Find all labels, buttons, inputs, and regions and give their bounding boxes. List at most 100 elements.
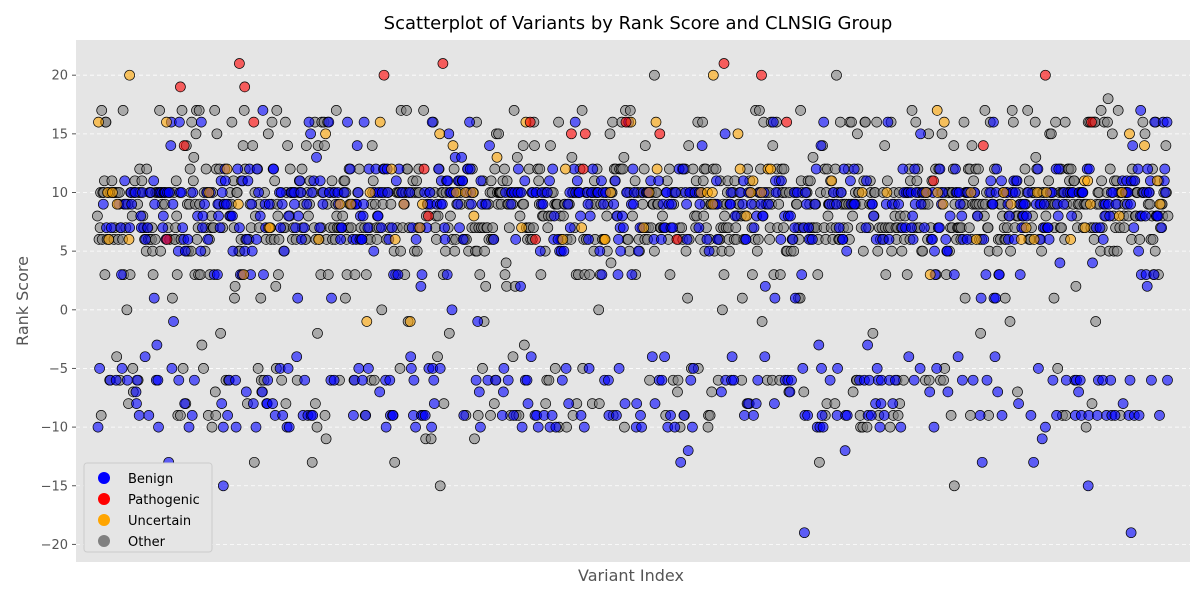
data-point <box>188 151 200 163</box>
data-point <box>96 105 108 116</box>
data-point <box>627 163 639 175</box>
data-point <box>106 175 118 187</box>
data-point <box>339 175 351 187</box>
data-point <box>292 292 304 304</box>
y-axis-ticks: −20 −15 −10 −5 0 5 10 15 20 <box>41 69 76 553</box>
data-point <box>936 128 948 140</box>
data-point <box>335 234 346 245</box>
data-point <box>154 105 165 116</box>
data-point <box>248 116 260 128</box>
data-point <box>238 105 250 116</box>
data-point <box>1154 410 1165 421</box>
data-point <box>177 222 188 234</box>
data-point <box>856 187 868 198</box>
data-point <box>197 222 208 234</box>
data-point <box>199 198 210 210</box>
data-point <box>569 116 581 128</box>
data-point <box>959 292 971 304</box>
data-point <box>633 245 644 257</box>
data-point <box>1082 480 1094 492</box>
data-point <box>892 410 904 421</box>
data-point <box>277 410 289 421</box>
data-point <box>609 175 621 187</box>
data-point <box>547 163 559 175</box>
data-point <box>404 187 416 198</box>
data-point <box>631 398 643 409</box>
data-point <box>1040 210 1052 222</box>
data-point <box>161 234 173 245</box>
data-point <box>748 410 759 421</box>
data-point <box>628 187 640 198</box>
data-point <box>862 339 873 351</box>
data-point <box>765 163 776 175</box>
data-point <box>990 292 1001 304</box>
data-point <box>1162 374 1173 386</box>
data-point <box>1083 163 1095 175</box>
data-point <box>323 116 335 128</box>
data-point <box>938 116 950 128</box>
data-point <box>390 175 402 187</box>
data-point <box>903 351 915 363</box>
data-point <box>424 187 436 198</box>
data-point <box>230 374 241 386</box>
data-point <box>411 175 422 187</box>
data-point <box>734 163 746 175</box>
data-point <box>576 222 587 234</box>
data-point <box>119 175 131 187</box>
data-point <box>182 234 194 245</box>
data-point <box>491 151 503 163</box>
data-point <box>450 187 462 198</box>
data-point <box>1005 245 1016 257</box>
data-point <box>220 175 231 187</box>
chart-title: Scatterplot of Variants by Rank Score an… <box>384 13 893 34</box>
data-point <box>1151 175 1163 187</box>
data-point <box>187 175 199 187</box>
data-point <box>280 398 292 409</box>
data-point <box>879 140 891 151</box>
data-point <box>788 245 800 257</box>
data-point <box>351 140 363 151</box>
data-point <box>533 175 545 187</box>
data-point <box>360 269 372 280</box>
data-point <box>1056 222 1067 234</box>
data-point <box>1149 245 1161 257</box>
data-point <box>1066 210 1077 222</box>
data-point <box>167 198 179 210</box>
data-point <box>303 116 315 128</box>
data-point <box>161 116 172 128</box>
data-point <box>697 175 709 187</box>
data-point <box>1015 234 1027 245</box>
data-point <box>875 398 887 409</box>
data-point <box>651 163 663 175</box>
data-point <box>593 398 605 409</box>
data-point <box>1011 175 1023 187</box>
data-point <box>271 105 283 116</box>
data-point <box>644 374 655 386</box>
data-point <box>1161 116 1173 128</box>
data-point <box>542 222 554 234</box>
data-point <box>203 187 215 198</box>
data-point <box>441 269 453 280</box>
data-point <box>298 222 310 234</box>
data-point <box>502 374 514 386</box>
data-point <box>1077 187 1089 198</box>
data-point <box>485 175 497 187</box>
data-point <box>517 140 529 151</box>
data-point <box>262 128 274 140</box>
data-point <box>368 374 380 386</box>
data-point <box>1065 234 1076 245</box>
data-point <box>1087 257 1098 269</box>
data-point <box>1148 269 1160 280</box>
data-point <box>467 187 479 198</box>
data-point <box>732 128 744 140</box>
data-point <box>317 198 329 210</box>
data-point <box>1106 128 1118 140</box>
data-point <box>1007 116 1019 128</box>
data-point <box>1142 163 1154 175</box>
data-point <box>177 363 189 374</box>
data-point <box>710 163 722 175</box>
data-point <box>505 198 517 210</box>
data-point <box>221 163 233 175</box>
legend: Benign Pathogenic Uncertain Other <box>83 462 213 553</box>
data-point <box>770 187 782 198</box>
